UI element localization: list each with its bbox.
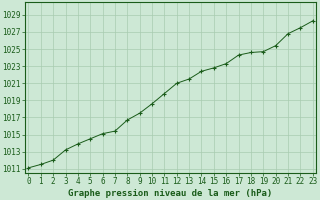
X-axis label: Graphe pression niveau de la mer (hPa): Graphe pression niveau de la mer (hPa)	[68, 189, 273, 198]
